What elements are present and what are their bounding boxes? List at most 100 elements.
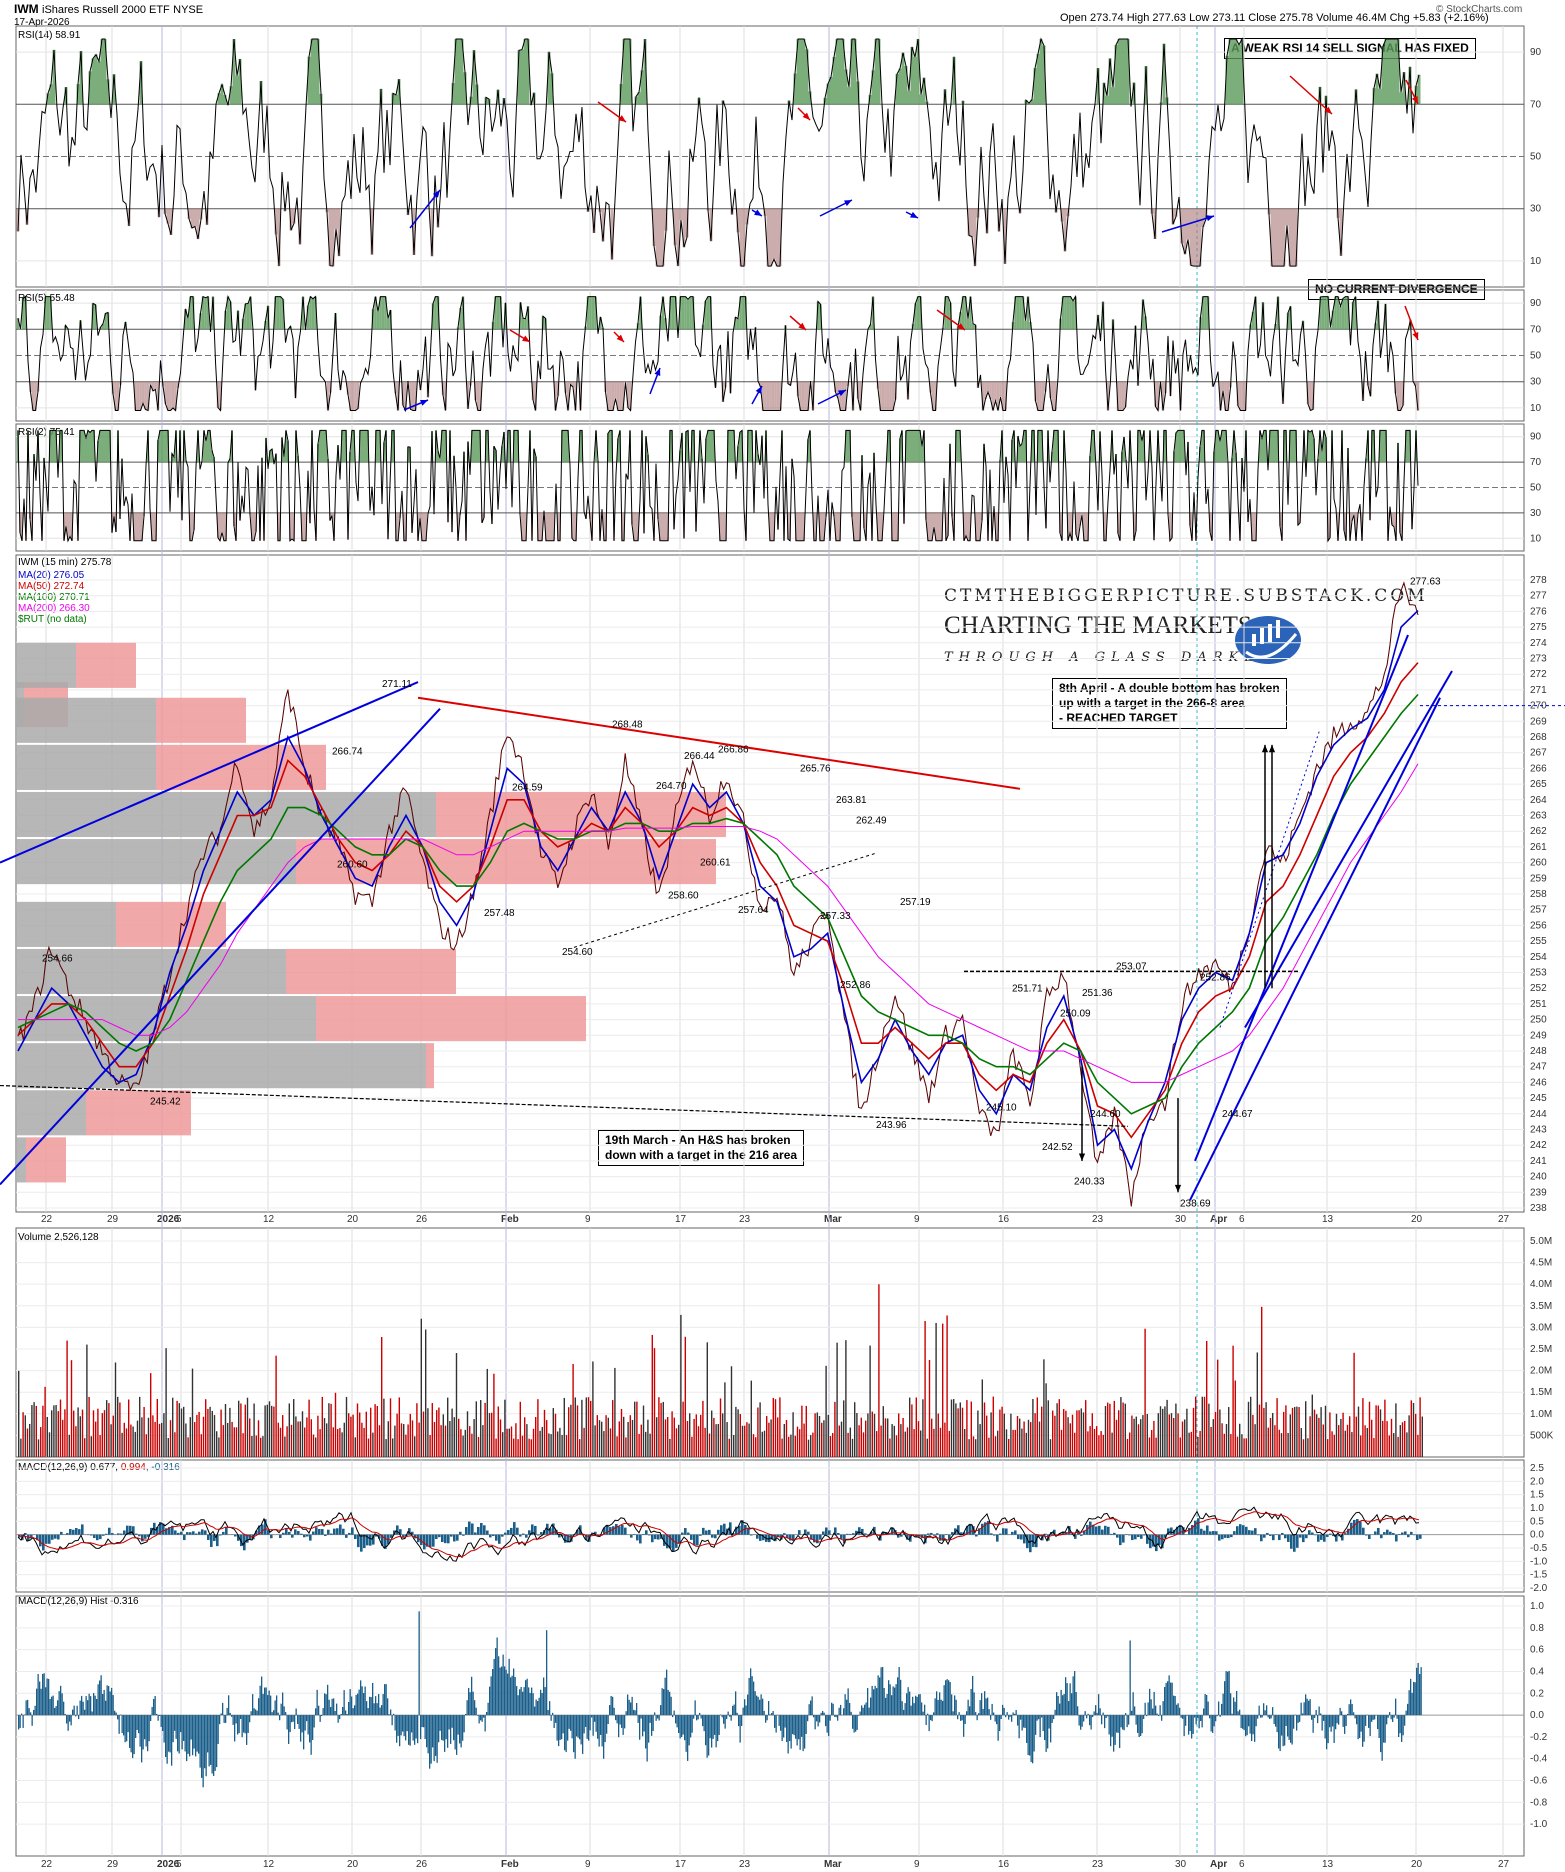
rsi2-overbought-fill — [595, 430, 597, 463]
rsi14-oversold-fill — [973, 208, 977, 267]
hist-bar — [1390, 1715, 1392, 1720]
rsi2-oversold-fill — [1085, 512, 1087, 541]
volume-bar — [1318, 1417, 1320, 1457]
hist-bar — [1020, 1715, 1022, 1720]
rsi14-overbought-fill — [1375, 73, 1379, 105]
rsi5-oversold-fill — [354, 381, 357, 411]
hist-bar — [562, 1715, 564, 1734]
volume-bar — [185, 1423, 187, 1457]
hist-bar — [1161, 1715, 1163, 1721]
rsi2-oversold-fill — [979, 512, 981, 541]
hist-bar — [1305, 1694, 1307, 1716]
hist-bar — [894, 1687, 896, 1716]
hist-bar — [373, 1703, 375, 1716]
macd-hist-bar — [333, 1528, 336, 1535]
rsi2-overbought-fill — [1039, 430, 1041, 463]
hist-bar — [46, 1678, 48, 1716]
volume-bar — [145, 1434, 147, 1457]
hist-bar — [57, 1700, 59, 1716]
hist-bar — [99, 1680, 101, 1716]
rsi5-overbought-fill — [594, 296, 597, 330]
macd-hist-bar — [1260, 1534, 1263, 1542]
volume-bar — [240, 1403, 242, 1457]
rsi5-overbought-fill — [306, 305, 310, 330]
rsi14-overbought-fill — [307, 56, 311, 105]
hist-bar — [592, 1715, 594, 1736]
rsi5-overbought-fill — [19, 328, 22, 330]
macd-hist-bar — [1122, 1534, 1125, 1543]
volume-bar — [266, 1404, 268, 1457]
rsi5-oversold-fill — [349, 381, 352, 411]
hist-bar — [544, 1687, 546, 1716]
hs-line-2: down with a target in the 216 area — [605, 1148, 798, 1162]
volume-bar — [1093, 1428, 1096, 1457]
hist-bar — [1078, 1715, 1080, 1726]
rsi2-oversold-fill — [967, 512, 969, 541]
hist-bar — [190, 1715, 192, 1740]
rsi2-overbought-fill — [487, 430, 489, 463]
hist-bar — [1209, 1715, 1211, 1719]
hist-bar — [802, 1715, 804, 1752]
hist-bar — [205, 1715, 207, 1777]
price-y-tick: 262 — [1530, 826, 1547, 837]
rsi14-overbought-fill — [139, 61, 143, 105]
hist-bar — [1257, 1715, 1259, 1719]
hist-bar — [523, 1687, 525, 1716]
macd-hist-bar — [1206, 1525, 1209, 1535]
macd-hist-bar — [1335, 1534, 1338, 1542]
volume-bar — [1104, 1405, 1107, 1457]
hist-bar — [1089, 1715, 1091, 1726]
hist-bar — [42, 1673, 44, 1716]
hist-bar — [345, 1710, 347, 1716]
volume-bar — [389, 1398, 392, 1457]
hist-bar — [700, 1715, 702, 1719]
rut-legend: $RUT (no data) — [18, 614, 87, 625]
hist-bar — [769, 1714, 771, 1716]
hist-bar — [760, 1694, 762, 1716]
hist-bar — [243, 1715, 245, 1733]
rsi5-oversold-fill — [1311, 381, 1315, 410]
rsi2-overbought-fill — [81, 430, 83, 463]
rsi2-oversold-fill — [879, 512, 881, 541]
rsi2-oversold-fill — [547, 512, 549, 541]
macd-hist-bar — [774, 1534, 777, 1542]
rsi14-overbought-fill — [112, 74, 116, 105]
hist-bar — [1420, 1667, 1422, 1716]
rsi2-overbought-fill — [91, 430, 93, 463]
volume-bar — [1364, 1425, 1366, 1457]
volume-bar — [1170, 1413, 1173, 1457]
volume-bar — [1406, 1432, 1408, 1457]
macd-hist-bar — [342, 1528, 345, 1535]
hist-bar — [1009, 1715, 1011, 1717]
hist-bar — [1417, 1662, 1419, 1716]
rsi5-oversold-fill — [219, 381, 222, 411]
rsi5-overbought-fill — [916, 296, 920, 330]
volume-bar — [994, 1436, 997, 1457]
hist-bar — [210, 1715, 212, 1765]
volume-bar — [284, 1436, 286, 1457]
rsi14-oversold-fill — [370, 208, 374, 255]
hist-bar — [853, 1715, 855, 1733]
rsi14-overbought-fill — [619, 83, 623, 105]
volume-bar — [761, 1431, 763, 1457]
volume-bar — [187, 1437, 189, 1457]
hist-bar — [925, 1715, 927, 1725]
volume-bar — [29, 1423, 31, 1457]
hist-bar — [438, 1715, 440, 1743]
hist-bar — [1140, 1715, 1142, 1736]
rsi5-oversold-fill — [1156, 381, 1160, 411]
rsi14-overbought-fill — [238, 59, 242, 105]
price-y-tick: 263 — [1530, 811, 1547, 822]
volume-bar — [928, 1360, 931, 1457]
volume-bar — [176, 1400, 178, 1457]
rsi2-overbought-fill — [1157, 430, 1159, 463]
volume-bar — [1135, 1416, 1137, 1457]
hist-bar — [798, 1715, 800, 1740]
rsi14-overbought-fill — [943, 89, 947, 105]
rsi2-overbought-fill — [1215, 430, 1217, 463]
hist-bar — [1152, 1708, 1154, 1716]
volume-bar — [667, 1417, 669, 1457]
rsi5-overbought-fill — [279, 296, 282, 330]
rsi2-overbought-fill — [471, 430, 473, 463]
volume-bar — [1313, 1409, 1316, 1457]
